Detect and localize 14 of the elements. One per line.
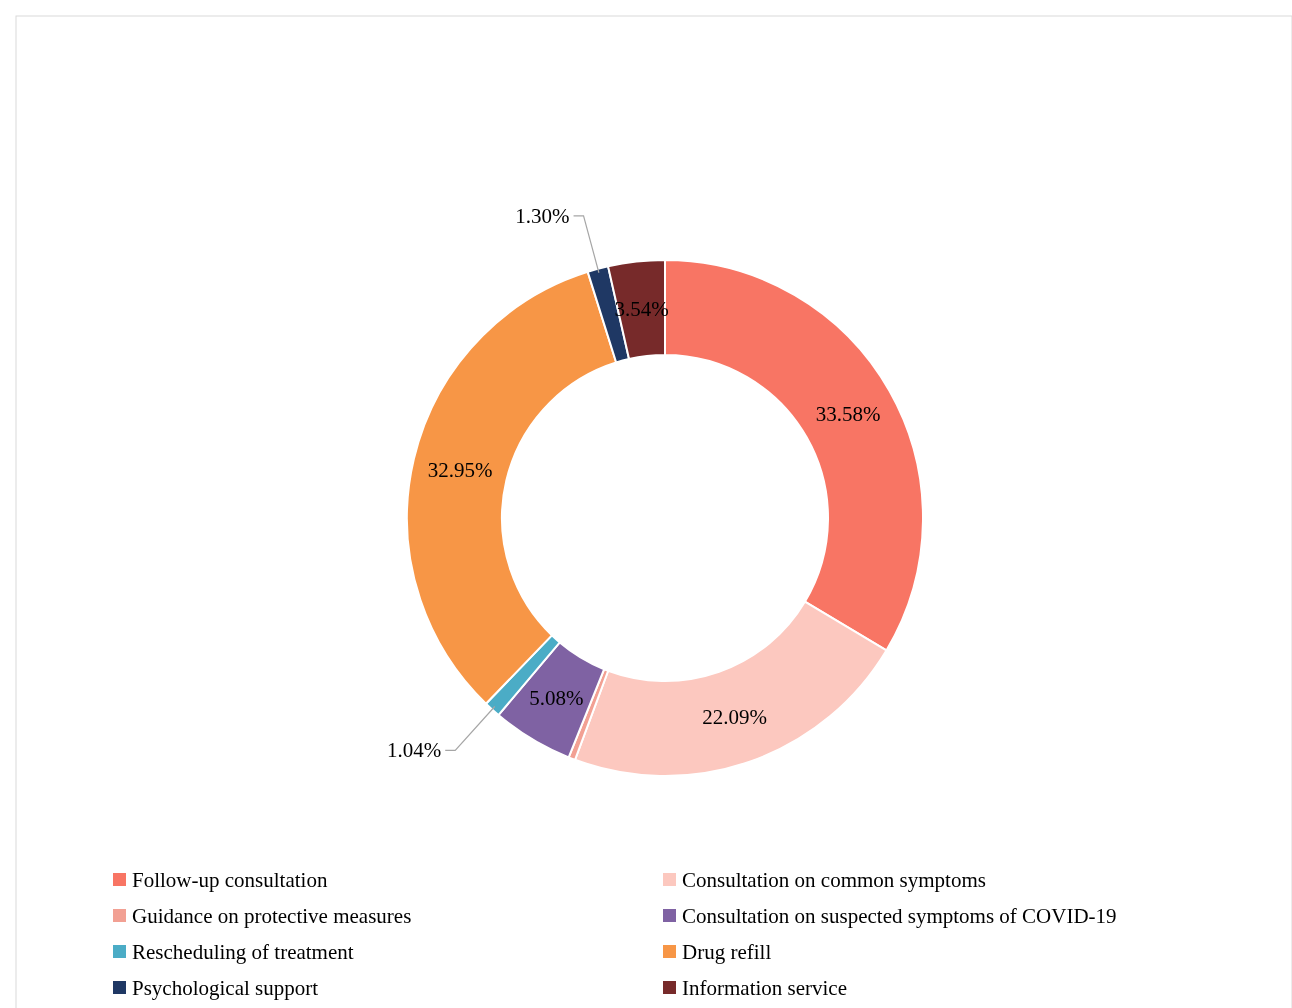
data-label: 1.04%	[386, 738, 442, 763]
data-label: 5.08%	[529, 686, 584, 711]
legend-label: Guidance on protective measures	[132, 904, 412, 928]
legend-label: Consultation on suspected symptoms of COVID-19	[682, 904, 1117, 928]
data-label: 22.09%	[702, 704, 768, 729]
legend-label: Information service	[682, 976, 848, 1000]
legend-label: Psychological support	[132, 976, 319, 1000]
data-label: 1.30%	[515, 203, 570, 228]
data-label: 32.95%	[427, 457, 493, 482]
legend-label: Follow-up consultation	[132, 868, 328, 892]
legend-label: Rescheduling of treatment	[132, 940, 354, 964]
legend-label: Drug refill	[682, 940, 772, 964]
legend-label: Consultation on common symptoms	[682, 868, 986, 892]
data-label: 33.58%	[815, 402, 881, 427]
